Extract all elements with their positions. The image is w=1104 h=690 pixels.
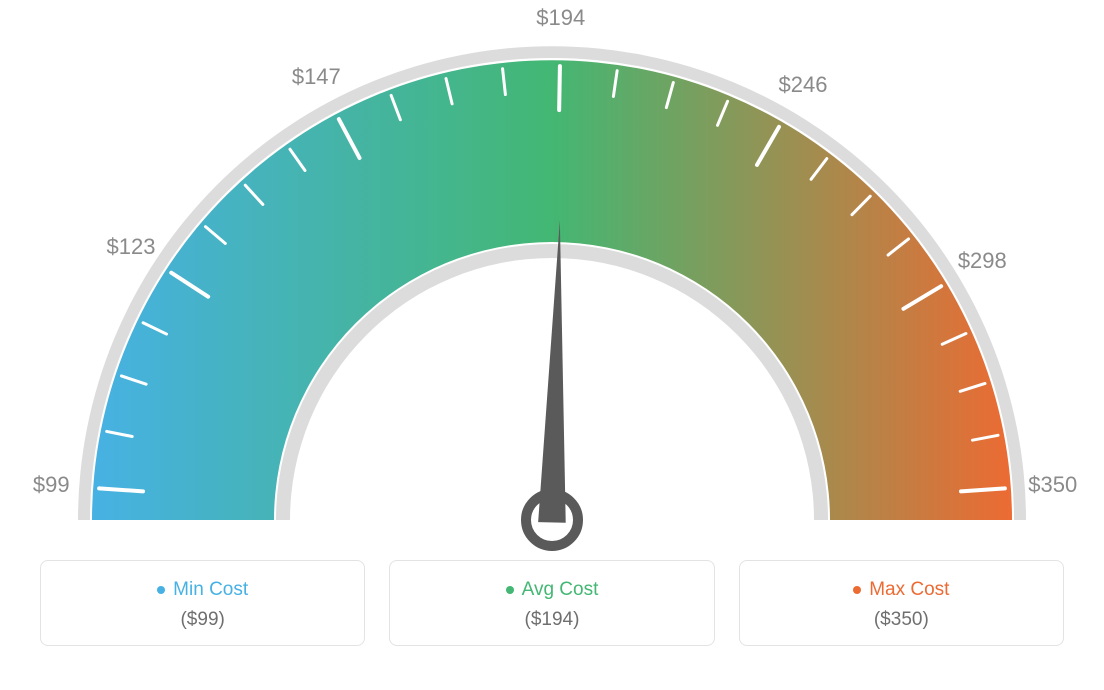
gauge-tick-label: $147	[292, 64, 341, 90]
legend-value-min: ($99)	[41, 609, 364, 631]
legend-card-min: Min Cost ($99)	[40, 560, 365, 646]
legend-value-avg: ($194)	[390, 609, 713, 631]
gauge-tick-label: $194	[536, 5, 585, 31]
legend-label-max: Max Cost	[869, 579, 949, 601]
legend-card-max: Max Cost ($350)	[739, 560, 1064, 646]
legend-value-max: ($350)	[740, 609, 1063, 631]
gauge-chart: $99 $123 $147 $194 $246 $298 $350	[0, 0, 1104, 560]
legend-dot-max	[853, 586, 861, 594]
gauge-tick-label: $350	[1028, 472, 1077, 498]
legend-card-avg: Avg Cost ($194)	[389, 560, 714, 646]
legend-dot-avg	[506, 586, 514, 594]
legend-label-avg: Avg Cost	[522, 579, 599, 601]
legend-row: Min Cost ($99) Avg Cost ($194) Max Cost …	[0, 560, 1104, 646]
legend-dot-min	[157, 586, 165, 594]
legend-label-min: Min Cost	[173, 579, 248, 601]
gauge-tick-label: $123	[107, 234, 156, 260]
gauge-tick-label: $99	[33, 472, 70, 498]
gauge-svg	[0, 0, 1104, 560]
gauge-tick-label: $246	[779, 72, 828, 98]
gauge-tick-label: $298	[958, 248, 1007, 274]
